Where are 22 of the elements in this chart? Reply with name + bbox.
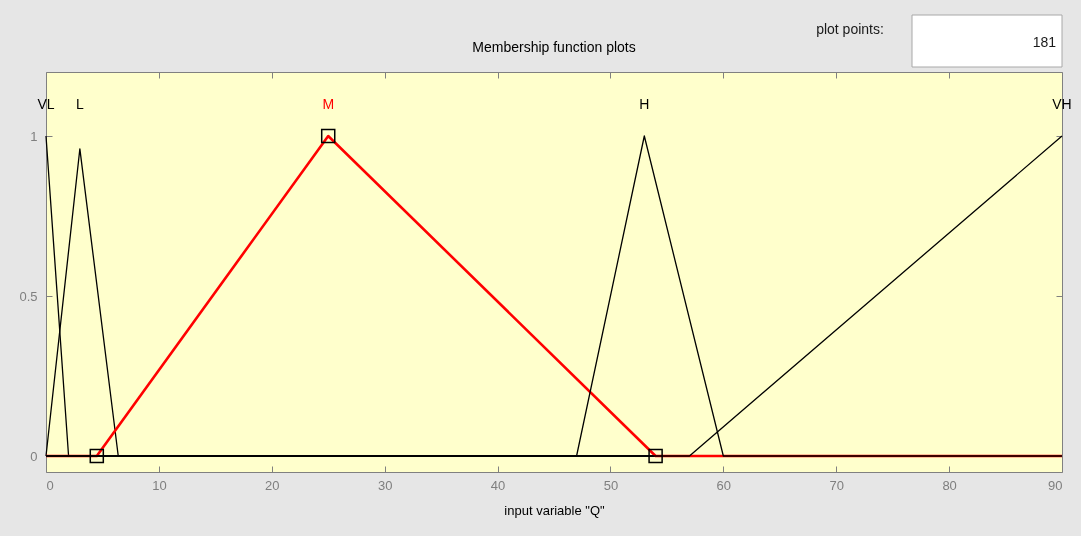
text: 181 (1032, 34, 1057, 50)
series-label: VL (37, 96, 55, 112)
chart-title: Membership function plots (472, 38, 636, 55)
x-tick-label: 60 (716, 477, 732, 493)
x-tick-label: 90 (1048, 477, 1063, 493)
x-tick-label: 40 (490, 477, 506, 493)
y-tick-label: 1 (30, 128, 38, 144)
series-label: VH (1052, 96, 1072, 112)
y-tick-label: 0.5 (19, 288, 38, 304)
text: plot points: (816, 21, 884, 37)
x-tick-label: 50 (603, 477, 619, 493)
x-tick-label: 30 (377, 477, 393, 493)
y-tick-label: 0 (30, 448, 38, 464)
x-tick-label: 10 (152, 477, 167, 493)
series-label: H (639, 96, 650, 112)
x-tick-label: 80 (942, 477, 957, 493)
series-label: M (322, 96, 335, 112)
x-tick-label: 20 (265, 477, 280, 493)
x-tick-label: 70 (829, 477, 844, 493)
x-axis-title: input variable "Q" (504, 502, 606, 518)
x-tick-label: 0 (46, 477, 54, 493)
text: L (75, 96, 84, 112)
